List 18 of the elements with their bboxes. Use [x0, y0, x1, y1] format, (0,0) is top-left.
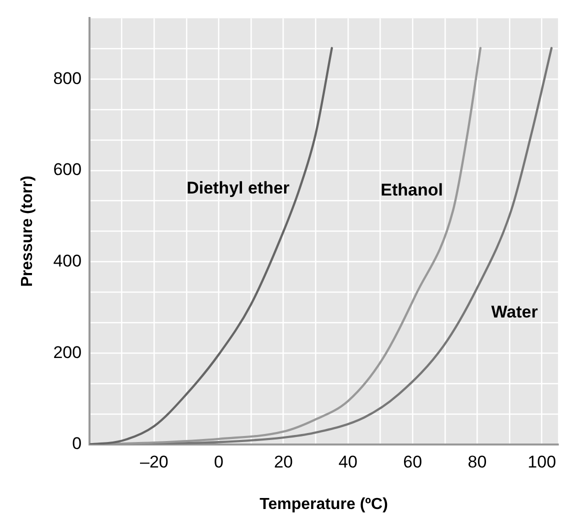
y-axis-title: Pressure (torr): [19, 176, 36, 287]
x-tick-label: 40: [338, 452, 358, 472]
y-tick-label: 0: [72, 434, 82, 454]
line-series: [90, 46, 333, 444]
y-tick-label: 400: [53, 251, 82, 270]
x-tick-label: 100: [528, 452, 556, 472]
x-tick-label: –20: [140, 452, 168, 472]
x-tick-label: 20: [274, 452, 293, 472]
y-tick-label: 600: [53, 160, 82, 180]
y-tick-label: 200: [53, 342, 82, 362]
series-label: Water: [491, 302, 538, 322]
series-label: Ethanol: [380, 180, 444, 200]
x-tick-label: 60: [403, 452, 422, 472]
series-label: Diethyl ether: [186, 178, 290, 198]
x-tick-label: 80: [468, 452, 487, 472]
x-tick-label: 0: [214, 452, 224, 472]
x-axis-title: Temperature (ºC): [260, 496, 388, 513]
y-tick-label: 800: [53, 68, 82, 88]
